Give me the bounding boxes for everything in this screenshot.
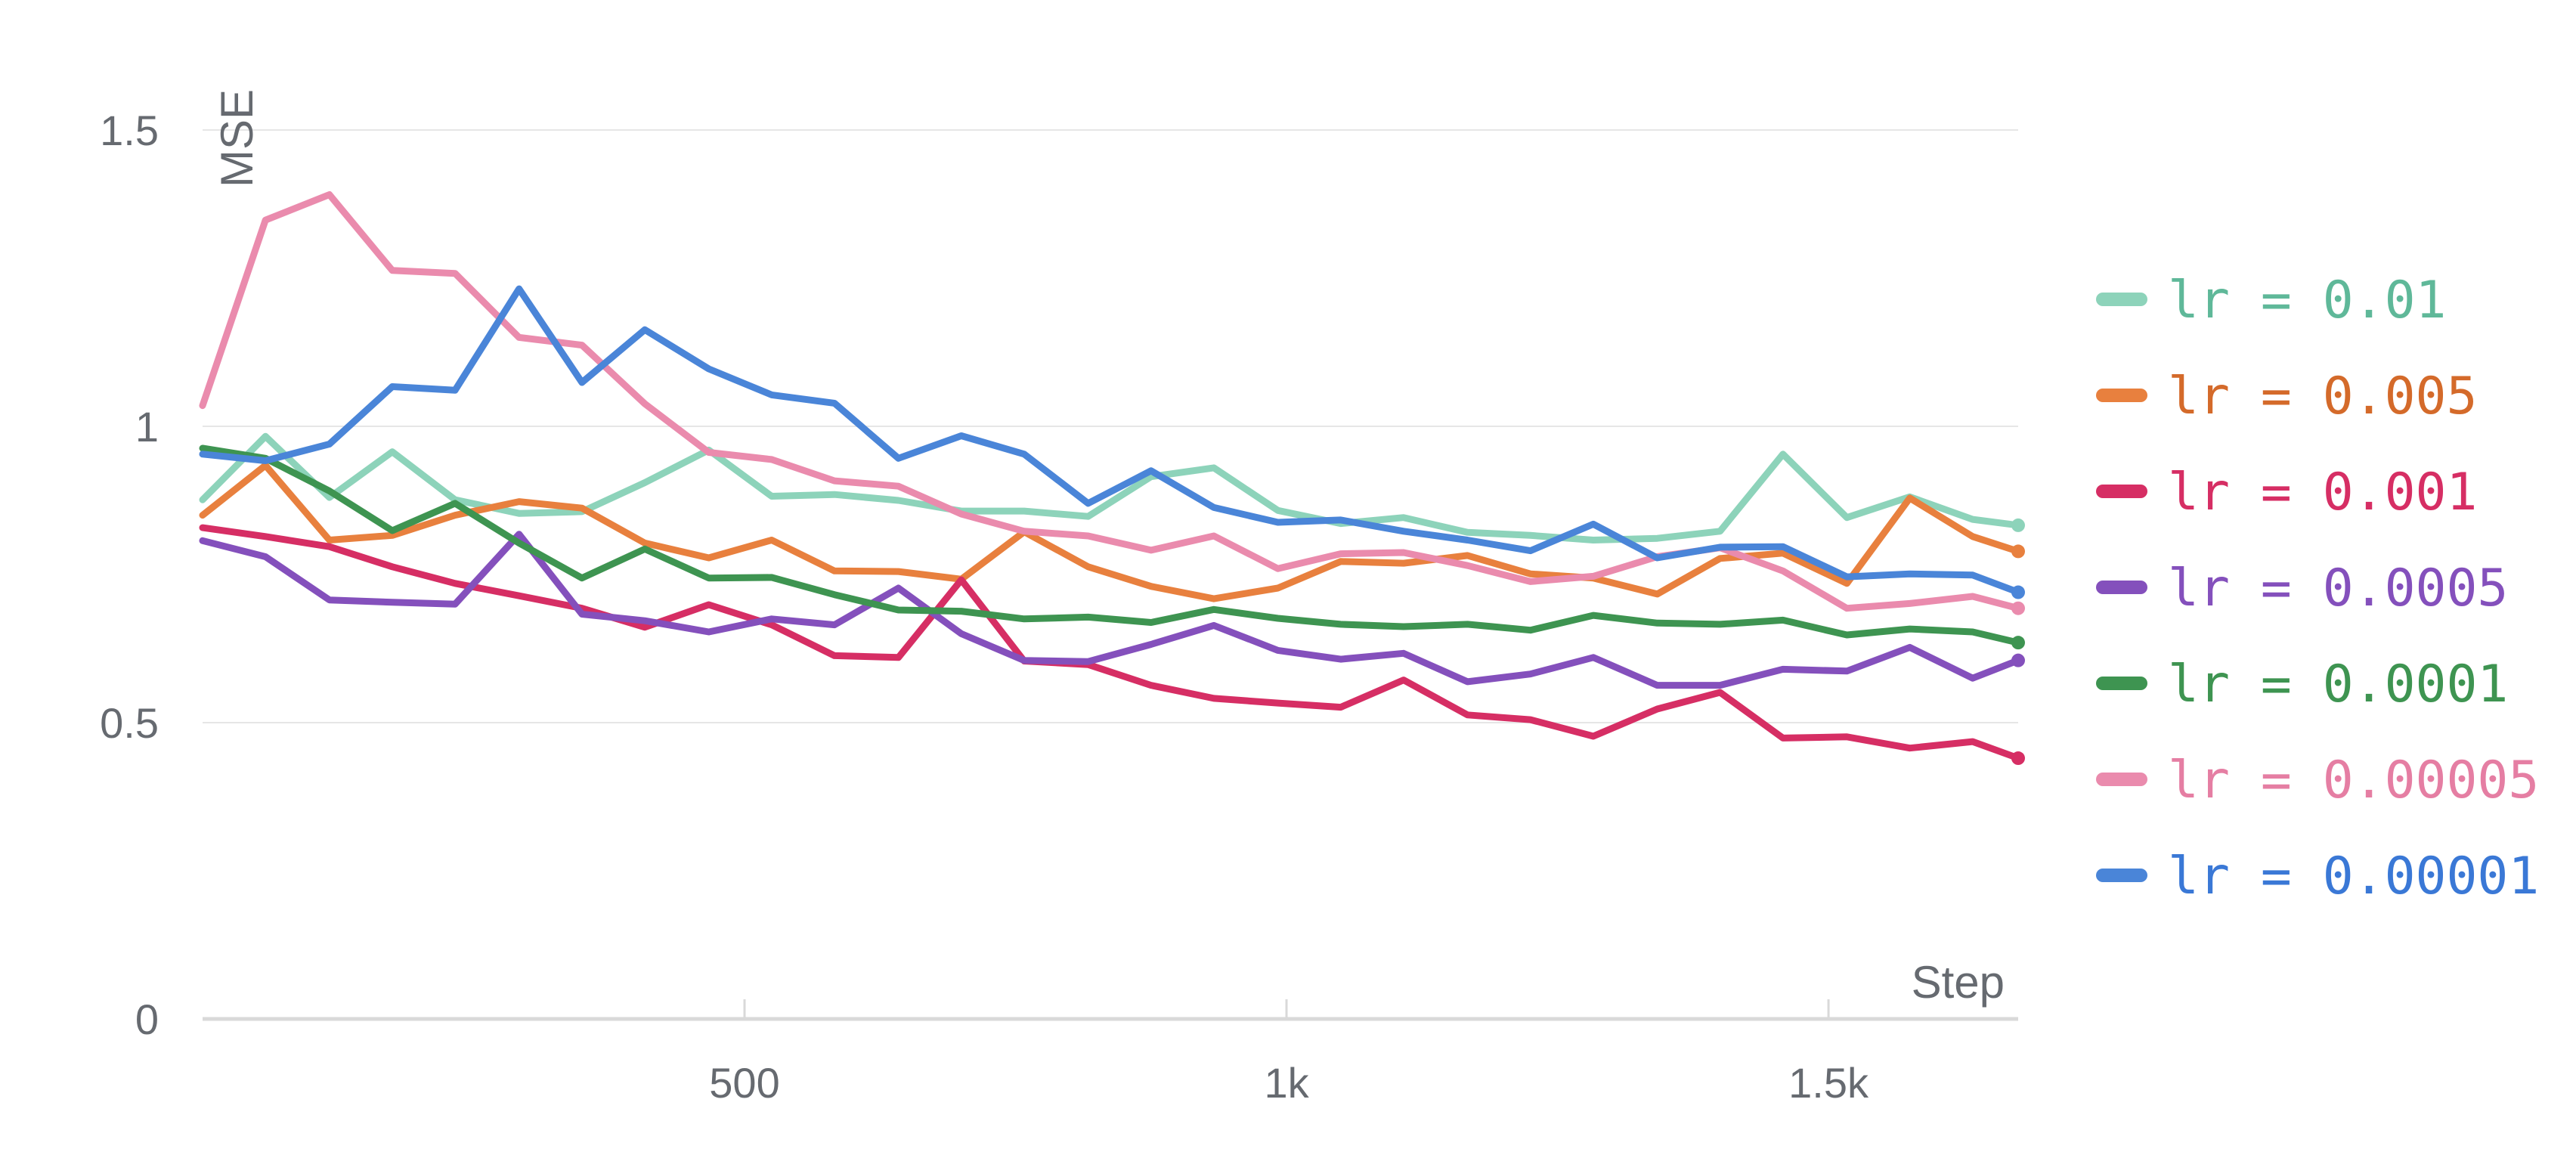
y-tick-label: 0.5: [100, 699, 159, 747]
series-lines: [199, 191, 2025, 766]
series-line: [199, 524, 2022, 762]
series-line: [199, 444, 2022, 646]
legend-item[interactable]: lr = 0.00005: [2096, 751, 2539, 810]
legend-item[interactable]: lr = 0.005: [2096, 367, 2477, 426]
legend-label: lr = 0.00005: [2168, 751, 2539, 810]
series-end-point: [2011, 585, 2025, 599]
y-axis-title: MSE: [212, 89, 262, 187]
series-line: [199, 531, 2022, 689]
legend-label: lr = 0.0005: [2168, 559, 2508, 618]
x-tick-label: 1.5k: [1788, 1059, 1869, 1107]
legend-item[interactable]: lr = 0.01: [2096, 271, 2446, 330]
legend-item[interactable]: lr = 0.0005: [2096, 559, 2508, 618]
series-end-point: [2011, 653, 2025, 667]
legend[interactable]: lr = 0.01 lr = 0.005 lr = 0.001 lr = 0.0005…: [2096, 271, 2539, 906]
y-tick-label: 1: [135, 403, 159, 451]
series-end-point: [2011, 636, 2025, 650]
y-tick-label: 0: [135, 996, 159, 1043]
x-tick-label: 1k: [1264, 1059, 1309, 1107]
axes: MSE Step 0 0.5 1 1.5 500 1k 1.5k: [100, 89, 2018, 1107]
series-end-point: [2011, 601, 2025, 615]
series-end-point: [2011, 544, 2025, 559]
legend-label: lr = 0.0001: [2168, 655, 2508, 714]
legend-item[interactable]: lr = 0.0001: [2096, 655, 2508, 714]
series-end-point: [2011, 518, 2025, 532]
legend-item[interactable]: lr = 0.001: [2096, 463, 2477, 522]
legend-label: lr = 0.005: [2168, 367, 2477, 426]
y-tick-label: 1.5: [100, 107, 159, 154]
series-line: [199, 432, 2022, 543]
legend-label: lr = 0.01: [2168, 271, 2446, 330]
grid-lines: [203, 129, 2018, 723]
legend-item[interactable]: lr = 0.00001: [2096, 847, 2539, 906]
legend-label: lr = 0.001: [2168, 463, 2477, 522]
x-tick-label: 500: [709, 1059, 779, 1107]
x-axis-title: Step: [1912, 957, 2005, 1008]
legend-label: lr = 0.00001: [2168, 847, 2539, 906]
series-line: [199, 191, 2022, 612]
series-line: [199, 462, 2022, 602]
series-line: [199, 285, 2022, 596]
series-end-point: [2011, 751, 2025, 766]
